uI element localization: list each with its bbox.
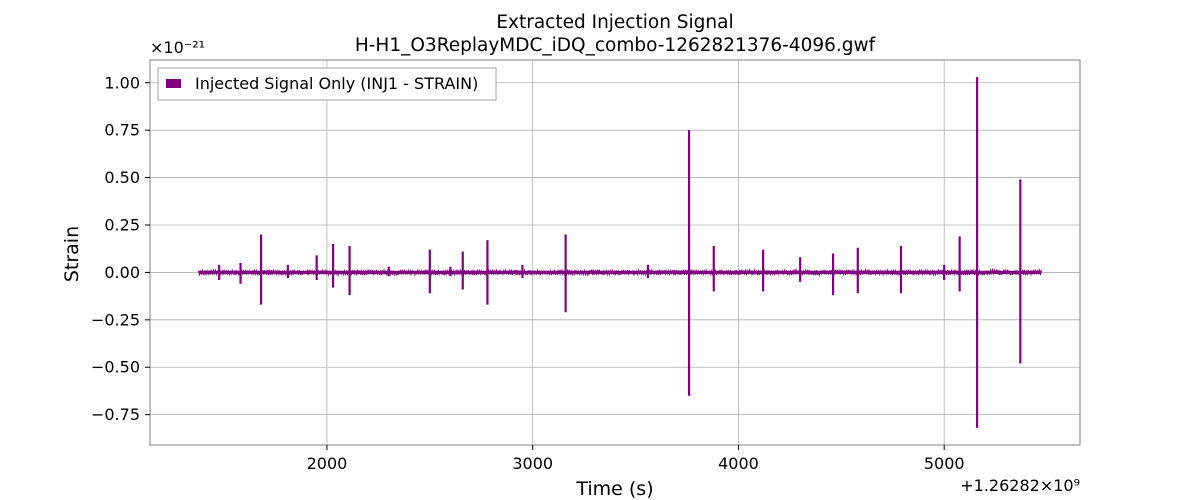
plot-area bbox=[150, 60, 1080, 445]
y-tick-label: 0.50 bbox=[104, 168, 140, 187]
y-tick-label: 1.00 bbox=[104, 73, 140, 92]
y-scale-label: ×10⁻²¹ bbox=[150, 38, 205, 57]
y-tick-label: −0.25 bbox=[91, 310, 140, 329]
y-tick-label: −0.50 bbox=[91, 358, 140, 377]
y-axis-label: Strain bbox=[61, 226, 83, 282]
legend: Injected Signal Only (INJ1 - STRAIN) bbox=[157, 67, 497, 101]
signal-series bbox=[198, 77, 1042, 428]
y-tick-label: 0.75 bbox=[104, 121, 140, 140]
y-tick-label: 0.25 bbox=[104, 216, 140, 235]
x-tick-label: 5000 bbox=[924, 454, 965, 473]
x-tick-label: 4000 bbox=[718, 454, 759, 473]
x-axis-label: Time (s) bbox=[575, 478, 653, 500]
axis-ticks: 2000 3000 4000 5000 −0.75 −0.50 −0.25 0.00 0.25 0… bbox=[91, 73, 965, 473]
plot-frame bbox=[149, 59, 1081, 446]
legend-box bbox=[157, 67, 497, 101]
x-tick-label: 3000 bbox=[512, 454, 553, 473]
x-tick-label: 2000 bbox=[307, 454, 348, 473]
y-tick-label: −0.75 bbox=[91, 405, 140, 424]
chart-subtitle: H-H1_O3ReplayMDC_iDQ_combo-1262821376-40… bbox=[354, 35, 876, 56]
chart-title: Extracted Injection Signal bbox=[496, 12, 734, 33]
y-tick-label: 0.00 bbox=[104, 263, 140, 282]
legend-label: Injected Signal Only (INJ1 - STRAIN) bbox=[195, 74, 478, 93]
x-offset-label: +1.26282×10⁹ bbox=[960, 476, 1080, 495]
legend-swatch bbox=[166, 79, 181, 88]
